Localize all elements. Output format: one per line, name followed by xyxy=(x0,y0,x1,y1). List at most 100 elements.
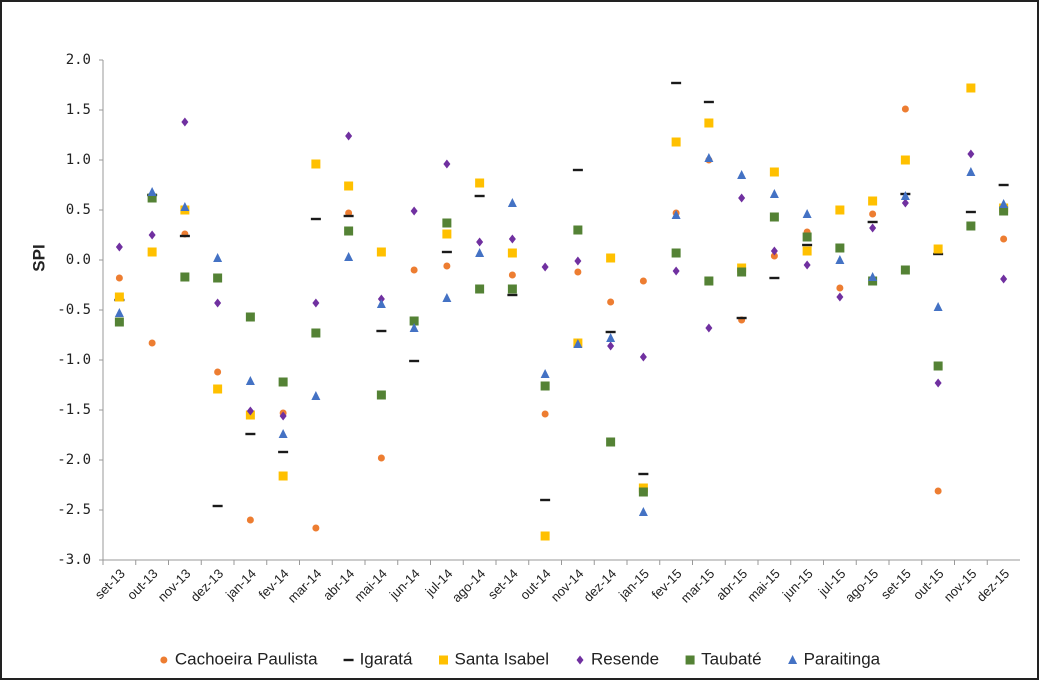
y-tick-label: 0.5 xyxy=(66,202,91,218)
point xyxy=(245,376,255,385)
point xyxy=(179,234,190,238)
point xyxy=(868,196,878,206)
point xyxy=(737,267,747,277)
point xyxy=(605,330,616,334)
point xyxy=(966,221,976,231)
point xyxy=(933,244,943,254)
point xyxy=(835,255,845,264)
point xyxy=(345,209,353,217)
point xyxy=(802,209,812,218)
point xyxy=(900,155,910,165)
point xyxy=(867,220,878,224)
point xyxy=(212,504,223,508)
point xyxy=(770,246,778,256)
point xyxy=(573,225,583,235)
point xyxy=(671,137,681,147)
point xyxy=(802,243,813,247)
point xyxy=(639,352,647,362)
legend-label: Igaratá xyxy=(360,649,413,668)
point xyxy=(409,359,420,363)
y-tick-label: 1.5 xyxy=(66,102,91,118)
point xyxy=(638,487,648,497)
point xyxy=(901,198,909,208)
legend-marker xyxy=(439,655,448,665)
point xyxy=(443,159,451,169)
point xyxy=(704,153,714,162)
point xyxy=(310,217,321,221)
point xyxy=(639,277,647,285)
legend-label: Cachoeira Paulista xyxy=(175,649,318,668)
point xyxy=(278,429,288,438)
point xyxy=(572,168,583,172)
point xyxy=(312,524,320,532)
legend-marker xyxy=(343,658,354,662)
point xyxy=(311,159,321,169)
point xyxy=(376,390,386,400)
point xyxy=(704,118,714,128)
point xyxy=(999,206,1009,216)
point xyxy=(541,410,549,418)
point xyxy=(803,260,811,270)
point xyxy=(507,198,517,207)
legend-marker xyxy=(788,655,798,664)
point xyxy=(934,378,942,388)
point xyxy=(901,105,909,113)
point xyxy=(475,248,485,257)
point xyxy=(769,189,779,198)
point xyxy=(409,316,419,326)
point xyxy=(966,83,976,93)
y-tick-label: -1.0 xyxy=(57,352,91,368)
point xyxy=(934,487,942,495)
point xyxy=(836,284,844,292)
point xyxy=(671,210,681,219)
point xyxy=(965,210,976,214)
point xyxy=(311,328,321,338)
point xyxy=(671,248,681,258)
point xyxy=(114,292,124,302)
point xyxy=(606,333,616,342)
legend-marker xyxy=(685,655,695,665)
legend-label: Paraitinga xyxy=(804,649,881,668)
point xyxy=(869,223,877,233)
point xyxy=(769,167,779,177)
point xyxy=(541,262,549,272)
point xyxy=(410,206,418,216)
point xyxy=(344,181,354,191)
point xyxy=(703,100,714,104)
point xyxy=(214,368,222,376)
point xyxy=(278,471,288,481)
point xyxy=(574,256,582,266)
point xyxy=(607,341,615,351)
point xyxy=(213,273,223,283)
point xyxy=(967,149,975,159)
point xyxy=(245,312,255,322)
point xyxy=(213,384,223,394)
point xyxy=(1000,274,1008,284)
point xyxy=(213,253,223,262)
point xyxy=(802,232,812,242)
point xyxy=(835,243,845,253)
point xyxy=(933,302,943,311)
point xyxy=(638,507,648,516)
point xyxy=(344,252,354,261)
point xyxy=(540,381,550,391)
legend-marker xyxy=(576,655,584,665)
point xyxy=(672,266,680,276)
legend-marker xyxy=(160,656,168,664)
point xyxy=(246,516,254,524)
y-tick-label: -2.0 xyxy=(57,452,91,468)
point xyxy=(607,298,615,306)
legend-label: Resende xyxy=(591,649,659,668)
y-tick-label: -2.5 xyxy=(57,502,91,518)
point xyxy=(180,272,190,282)
legend-label: Taubaté xyxy=(701,649,762,668)
point xyxy=(147,193,157,203)
point xyxy=(606,253,616,263)
y-tick-label: -1.5 xyxy=(57,402,91,418)
point xyxy=(115,242,123,252)
point xyxy=(214,298,222,308)
y-tick-label: 2.0 xyxy=(66,52,91,68)
point xyxy=(508,234,516,244)
point xyxy=(410,266,418,274)
